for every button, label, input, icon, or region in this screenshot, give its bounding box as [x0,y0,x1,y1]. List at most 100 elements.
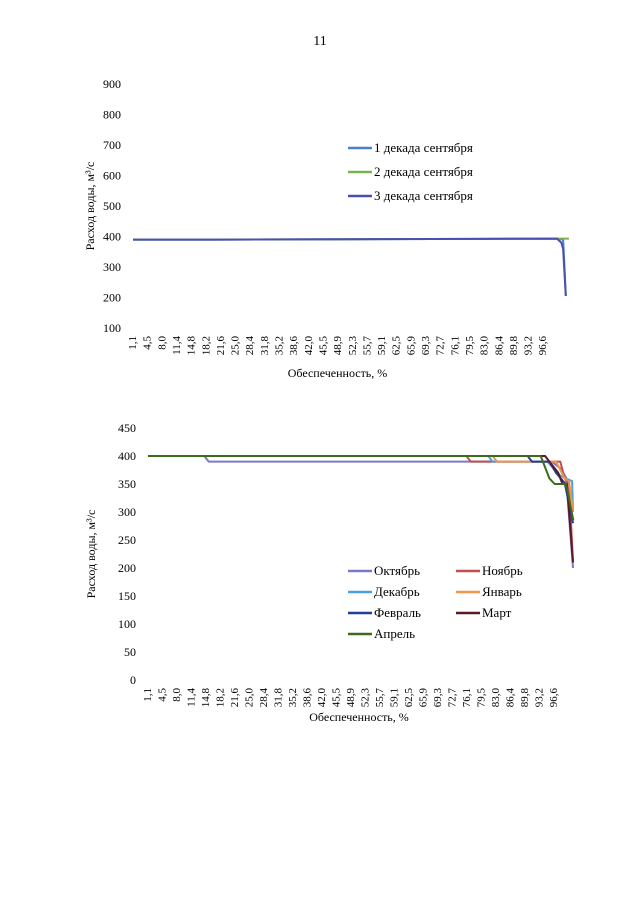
x-tick-label: 93,2 [523,336,535,355]
x-tick-label: 69,3 [420,336,432,356]
x-tick-label: 45,5 [317,336,329,356]
legend-label: Ноябрь [482,563,523,578]
legend-label: 3 декада сентября [374,188,473,203]
x-tick-label: 96,6 [537,336,549,356]
y-tick-label: 250 [118,533,136,547]
x-tick-label: 21,6 [215,336,227,356]
y-tick-label: 150 [118,589,136,603]
x-tick-label: 35,2 [287,688,299,707]
series-line-5 [148,455,574,524]
y-tick-label: 100 [103,321,121,335]
x-tick-label: 45,5 [331,688,343,708]
y-tick-label: 900 [103,77,121,91]
x-tick-label: 25,0 [244,688,256,708]
x-tick-label: 48,9 [345,688,357,708]
legend-label: Март [482,605,512,620]
x-tick-label: 79,5 [464,336,476,356]
x-tick-label: 62,5 [391,336,403,356]
series-line-3 [148,455,574,513]
x-tick-label: 72,7 [447,688,459,708]
y-tick-label: 200 [103,291,121,305]
legend-label: 1 декада сентября [374,140,473,155]
x-tick-label: 59,1 [376,336,388,355]
y-tick-label: 800 [103,108,121,122]
x-tick-label: 28,4 [258,688,270,708]
x-tick-label: 52,3 [360,688,372,708]
y-axis-title: Расход воды, м³/с [84,510,98,599]
x-tick-label: 8,0 [156,336,168,350]
y-tick-label: 600 [103,169,121,183]
x-tick-label: 31,8 [259,336,271,356]
x-tick-label: 86,4 [505,688,517,708]
y-tick-label: 700 [103,138,121,152]
series-line-3 [133,237,567,297]
y-tick-label: 400 [118,449,136,463]
series-line-1 [148,455,574,569]
x-tick-label: 11,4 [186,688,198,707]
x-axis-title: Обеспеченность, % [288,366,388,380]
x-tick-label: 89,8 [508,336,520,356]
x-tick-label: 62,5 [403,688,415,708]
x-tick-label: 1,1 [127,336,139,350]
legend-label: 2 декада сентября [374,164,473,179]
x-tick-label: 11,4 [171,336,183,355]
x-tick-label: 48,9 [332,336,344,356]
series-line-2 [148,455,574,563]
x-tick-label: 93,2 [534,688,546,707]
x-tick-label: 83,0 [479,336,491,356]
x-tick-label: 21,6 [229,688,241,708]
x-tick-label: 72,7 [435,336,447,356]
y-tick-label: 300 [118,505,136,519]
x-tick-label: 65,9 [405,336,417,356]
x-tick-label: 83,0 [490,688,502,708]
y-tick-label: 0 [130,673,136,687]
x-tick-label: 79,5 [476,688,488,708]
series-line-6 [148,455,574,563]
x-tick-label: 31,8 [273,688,285,708]
series-line-7 [148,455,575,521]
x-tick-label: 14,8 [186,336,198,356]
x-tick-label: 42,0 [303,336,315,356]
y-tick-label: 100 [118,617,136,631]
x-tick-label: 55,7 [361,336,373,356]
y-tick-label: 50 [124,645,136,659]
legend-label: Октябрь [374,563,420,578]
x-tick-label: 14,8 [200,688,212,708]
chart-september: 100 200 300 400 500 600 700 800 900 1,1 4,5 8,0 11,4… [83,77,569,380]
x-tick-label: 25,0 [230,336,242,356]
y-tick-label: 500 [103,199,121,213]
x-tick-label: 38,6 [302,688,314,708]
y-tick-label: 350 [118,477,136,491]
y-tick-label: 400 [103,230,121,244]
x-tick-label: 55,7 [374,688,386,708]
y-tick-label: 300 [103,260,121,274]
x-tick-label: 59,1 [389,688,401,707]
x-tick-label: 1,1 [142,688,154,702]
y-tick-label: 200 [118,561,136,575]
page-number: 11 [313,34,327,49]
x-axis-title: Обеспеченность, % [309,710,409,724]
x-tick-label: 69,3 [432,688,444,708]
x-tick-label: 76,1 [461,688,473,707]
x-tick-label: 38,6 [288,336,300,356]
legend-label: Февраль [374,605,421,620]
x-tick-label: 28,4 [244,336,256,356]
x-tick-label: 4,5 [142,336,154,350]
x-tick-label: 8,0 [171,688,183,702]
legend-label: Декабрь [374,584,420,599]
legend-label: Апрель [374,626,415,641]
legend-label: Январь [482,584,522,599]
x-tick-label: 96,6 [548,688,560,708]
x-tick-label: 42,0 [316,688,328,708]
x-tick-label: 35,2 [274,336,286,355]
x-tick-label: 18,2 [200,336,212,355]
x-tick-label: 4,5 [157,688,169,702]
x-tick-label: 18,2 [215,688,227,707]
series-line-4 [148,455,574,513]
y-tick-label: 450 [118,421,136,435]
x-tick-label: 86,4 [493,336,505,356]
x-tick-label: 52,3 [347,336,359,356]
x-tick-label: 65,9 [418,688,430,708]
x-tick-label: 76,1 [449,336,461,355]
